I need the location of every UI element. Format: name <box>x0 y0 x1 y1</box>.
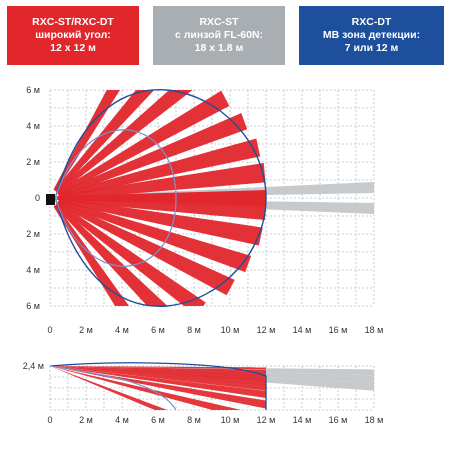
legend-rxc-dt-line-1: RXC-DT <box>351 16 392 28</box>
side-red-beam <box>50 366 168 410</box>
legend-rxc-st-dt-line-1: RXC-ST/RXC-DT <box>32 16 114 28</box>
side-red-beam <box>50 366 266 409</box>
top-x-tick-label: 12 м <box>257 325 276 335</box>
side-x-tick-label: 6 м <box>151 415 165 425</box>
legend-rxc-dt: RXC-DT МВ зона детекции: 7 или 12 м <box>299 6 444 65</box>
side-x-tick-label: 16 м <box>329 415 348 425</box>
side-gray-beam <box>50 366 374 391</box>
side-microwave-12m-outline <box>49 362 267 410</box>
top-x-tick-label: 10 м <box>221 325 240 335</box>
legend-rxc-st: RXC-ST с линзой FL-60N: 18 x 1.8 м <box>153 6 285 65</box>
red-detection-beam <box>57 199 252 273</box>
side-x-tick-label: 12 м <box>257 415 276 425</box>
wide-angle-red-beams <box>53 90 267 306</box>
red-detection-beam <box>58 138 261 199</box>
top-x-tick-label: 8 м <box>187 325 201 335</box>
top-x-tick-label: 18 м <box>365 325 384 335</box>
side-x-tick-label: 18 м <box>365 415 384 425</box>
legend-rxc-st-dt-line-2: широкий угол: <box>35 29 111 41</box>
top-x-tick-label: 2 м <box>79 325 93 335</box>
side-x-tick-label: 2 м <box>79 415 93 425</box>
red-detection-beam <box>57 113 248 197</box>
legend-rxc-st-dt-line-3: 12 x 12 м <box>50 42 96 54</box>
red-center-beam <box>57 190 267 206</box>
top-x-tick-label: 0 <box>47 325 52 335</box>
red-detection-beam <box>56 90 230 196</box>
side-microwave-outlines <box>49 362 267 411</box>
red-detection-beam <box>55 90 193 195</box>
side-x-tick-label: 8 м <box>187 415 201 425</box>
top-x-tick-label: 14 м <box>293 325 312 335</box>
top-x-tick-label: 4 м <box>115 325 129 335</box>
side-red-beam <box>50 366 266 370</box>
side-red-beams <box>50 366 266 410</box>
legend-rxc-st-line-1: RXC-ST <box>199 16 239 28</box>
legend-rxc-dt-line-3: 7 или 12 м <box>344 42 399 54</box>
top-y-tick-label: 2 м <box>26 157 40 167</box>
red-detection-beam <box>55 201 206 306</box>
microwave-zone-12m-outline <box>54 89 267 307</box>
sensor-marker <box>46 194 55 205</box>
top-y-tick-label: 4 м <box>26 265 40 275</box>
top-y-tick-label: 2 м <box>26 229 40 239</box>
legend-rxc-st-dt: RXC-ST/RXC-DT широкий угол: 12 x 12 м <box>7 6 139 65</box>
legend-rxc-dt-line-2: МВ зона детекции: <box>322 29 421 41</box>
top-y-tick-label: 4 м <box>26 121 40 131</box>
side-x-tick-label: 10 м <box>221 415 240 425</box>
red-detection-beam <box>58 197 263 246</box>
top-view-plot: 6 м 4 м 2 м 0 2 м 4 м 6 м 0 2 м 4 м 6 м 8 м 10 м 12 … <box>26 85 383 335</box>
red-detection-beam <box>53 204 130 306</box>
top-y-tick-label: 0 <box>35 193 40 203</box>
red-detection-beam <box>58 163 266 200</box>
red-detection-beam <box>54 203 168 306</box>
legend-rxc-st-line-3: 18 x 1.8 м <box>194 42 244 54</box>
side-microwave-7m-outline <box>49 365 177 411</box>
side-x-tick-label: 4 м <box>115 415 129 425</box>
top-view-x-ticks: 0 2 м 4 м 6 м 8 м 10 м 12 м 14 м 16 м 18 м <box>47 325 383 335</box>
top-view-y-ticks: 6 м 4 м 2 м 0 2 м 4 м 6 м <box>26 85 40 311</box>
side-x-tick-label: 0 <box>47 415 52 425</box>
side-red-beam <box>50 366 266 391</box>
top-x-tick-label: 6 м <box>151 325 165 335</box>
side-view-plot: 2,4 м 0 2 м 4 м 6 м 8 м 10 м 12 м 14 м 16 м 18 м <box>23 361 384 425</box>
top-y-tick-label: 6 м <box>26 85 40 95</box>
side-view-x-ticks: 0 2 м 4 м 6 м 8 м 10 м 12 м 14 м 16 м 18 м <box>47 415 383 425</box>
top-x-tick-label: 16 м <box>329 325 348 335</box>
side-gray-beam <box>50 366 374 376</box>
legend-rxc-st-line-2: с линзой FL-60N: <box>174 29 264 41</box>
microwave-zone-7m-outline <box>54 128 177 268</box>
red-detection-beam <box>54 90 155 193</box>
side-red-beam <box>50 366 242 410</box>
red-detection-beam <box>56 200 235 296</box>
side-view-height-label: 2,4 м <box>23 361 44 371</box>
top-y-tick-label: 6 м <box>26 301 40 311</box>
microwave-zone-outlines <box>54 89 267 307</box>
side-x-tick-label: 14 м <box>293 415 312 425</box>
side-red-beam <box>50 366 266 398</box>
